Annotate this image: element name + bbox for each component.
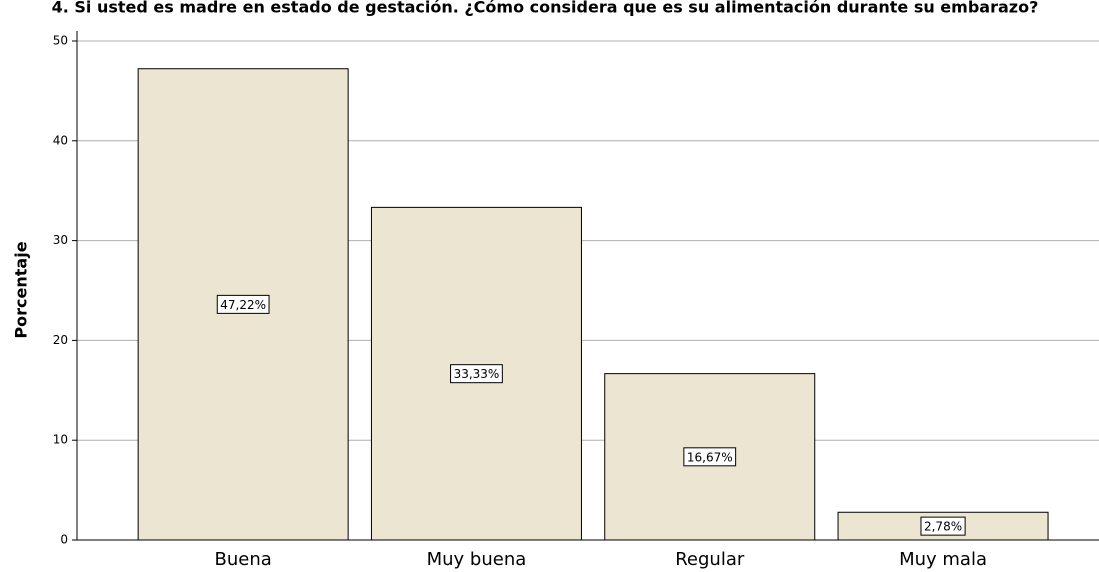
value-label-box bbox=[683, 447, 737, 467]
x-tick-label: Regular bbox=[675, 549, 745, 570]
chart-title: 4. Si usted es madre en estado de gestac… bbox=[52, 0, 1039, 17]
value-label: 47,22% bbox=[220, 298, 266, 312]
y-tick-label: 10 bbox=[53, 433, 68, 447]
x-tick-label: Muy mala bbox=[899, 549, 987, 570]
value-label: 16,67% bbox=[687, 450, 733, 464]
value-label: 33,33% bbox=[454, 367, 500, 381]
value-label-box bbox=[216, 294, 270, 314]
x-tick-label: Muy buena bbox=[427, 549, 527, 570]
value-label-box bbox=[450, 364, 503, 384]
value-label-box bbox=[920, 516, 966, 536]
y-tick-label: 40 bbox=[53, 133, 68, 147]
y-tick-label: 30 bbox=[53, 233, 68, 247]
y-tick-label: 0 bbox=[60, 533, 68, 547]
y-tick-label: 50 bbox=[53, 34, 68, 48]
x-tick-label: Buena bbox=[215, 549, 272, 570]
y-axis-label: Porcentaje bbox=[12, 241, 31, 338]
value-label: 2,78% bbox=[924, 520, 962, 534]
y-tick-label: 20 bbox=[53, 333, 68, 347]
